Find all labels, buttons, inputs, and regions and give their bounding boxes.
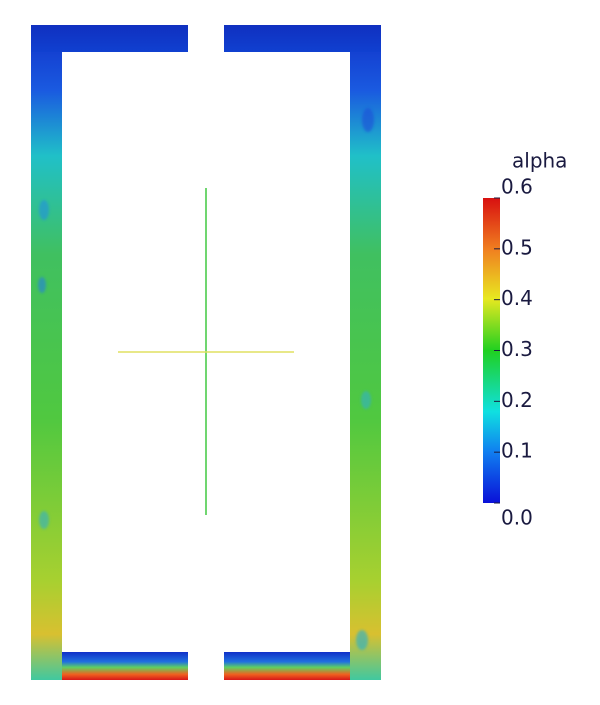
top-wall-left [31,25,188,52]
colorbar-tick-label: 0.2 [501,388,533,412]
field-detail [38,108,374,650]
domain [31,25,381,680]
colorbar-title: alpha [512,149,567,173]
colorbar-tick-label: 0.0 [501,506,533,530]
colorbar-tick-label: 0.5 [501,235,533,259]
top-wall-right [224,25,381,52]
bottom-wall-left [62,652,188,680]
left-wall [31,25,62,680]
colorbar-tick-label: 0.6 [501,175,533,199]
right-wall [350,25,381,680]
colorbar-tick-label: 0.4 [501,286,533,310]
colorbar-tick-label: 0.3 [501,337,533,361]
colorbar-tick-label: 0.1 [501,439,533,463]
bottom-wall-right [224,652,350,680]
colorbar [483,198,500,503]
